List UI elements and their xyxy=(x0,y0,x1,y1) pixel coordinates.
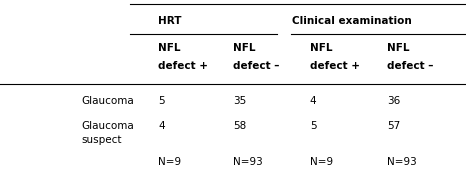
Text: 35: 35 xyxy=(233,96,246,106)
Text: defect +: defect + xyxy=(310,61,360,71)
Text: NFL: NFL xyxy=(387,43,409,53)
Text: Glaucoma: Glaucoma xyxy=(82,121,134,131)
Text: 4: 4 xyxy=(158,121,165,131)
Text: N=93: N=93 xyxy=(387,157,417,167)
Text: 58: 58 xyxy=(233,121,246,131)
Text: 57: 57 xyxy=(387,121,400,131)
Text: 4: 4 xyxy=(310,96,316,106)
Text: Clinical examination: Clinical examination xyxy=(292,16,411,26)
Text: NFL: NFL xyxy=(158,43,181,53)
Text: suspect: suspect xyxy=(82,135,122,145)
Text: defect –: defect – xyxy=(387,61,433,71)
Text: HRT: HRT xyxy=(158,16,182,26)
Text: 36: 36 xyxy=(387,96,400,106)
Text: NFL: NFL xyxy=(310,43,332,53)
Text: defect +: defect + xyxy=(158,61,208,71)
Text: N=9: N=9 xyxy=(310,157,333,167)
Text: 5: 5 xyxy=(310,121,316,131)
Text: N=9: N=9 xyxy=(158,157,182,167)
Text: N=93: N=93 xyxy=(233,157,263,167)
Text: NFL: NFL xyxy=(233,43,255,53)
Text: Glaucoma: Glaucoma xyxy=(82,96,134,106)
Text: defect –: defect – xyxy=(233,61,280,71)
Text: 5: 5 xyxy=(158,96,165,106)
